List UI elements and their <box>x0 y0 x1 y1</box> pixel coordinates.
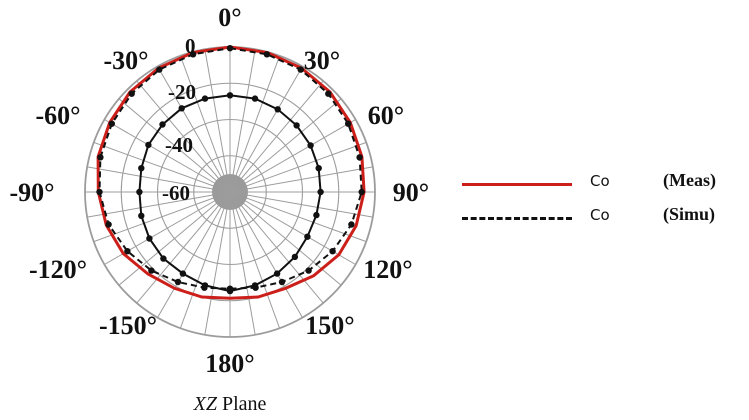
series-point-1 <box>358 188 365 196</box>
grid-ring <box>156 118 304 266</box>
series-point-1 <box>96 188 103 196</box>
series-point-1 <box>325 90 332 97</box>
legend-line-meas <box>462 183 572 186</box>
series-point-1 <box>156 66 163 73</box>
angle-tick-label: -90° <box>9 178 54 207</box>
series-point-2 <box>201 282 209 289</box>
series-point-1 <box>108 120 116 127</box>
polar-grid <box>84 46 376 338</box>
series-point-2 <box>179 270 187 277</box>
angle-tick-label: 60° <box>368 101 404 130</box>
series-point-1 <box>128 90 135 97</box>
plane-caption: XZ Plane <box>0 393 460 416</box>
series-point-1 <box>263 51 271 58</box>
series-point-2 <box>145 141 152 149</box>
angle-tick-label: -60° <box>35 101 80 130</box>
legend-mode-meas: Co <box>590 172 610 190</box>
series-point-2 <box>201 95 209 102</box>
angle-tick-label: 0° <box>218 3 241 32</box>
angle-tick-label: -150° <box>99 311 157 340</box>
series-point-1 <box>226 45 234 52</box>
series-point-1 <box>356 154 363 161</box>
series-point-2 <box>315 165 322 172</box>
series-layer <box>96 45 366 300</box>
radial-tick-label: -40 <box>165 133 193 157</box>
series-point-2 <box>226 287 234 295</box>
angle-tick-label: 90° <box>393 178 429 207</box>
series-point-1 <box>124 248 131 255</box>
legend-entry-simu: Co (Simu) <box>458 204 748 230</box>
series-point-1 <box>189 51 197 58</box>
series-point-2 <box>274 106 281 113</box>
angle-tick-label: 30° <box>304 46 340 75</box>
series-point-2 <box>251 282 259 289</box>
series-point-1 <box>329 248 336 255</box>
angle-tick-label: 180° <box>205 349 254 378</box>
radial-tick-label: 0 <box>185 34 196 58</box>
series-point-2 <box>136 188 143 196</box>
series-point-1 <box>348 221 355 228</box>
angle-tick-label: -120° <box>29 255 87 284</box>
tick-layer: 0° 30° 60° 90° 120° 150° 180° -150° -120° -90° -60… <box>9 3 429 378</box>
angle-tick-label: 150° <box>305 311 354 340</box>
legend: Co (Meas) Co (Simu) <box>458 160 748 240</box>
series-point-2 <box>160 255 167 262</box>
series-point-2 <box>273 270 281 277</box>
radial-tick-label: -60 <box>162 181 190 205</box>
legend-source-meas: (Meas) <box>663 170 716 190</box>
polar-chart: 0° 30° 60° 90° 120° 150° 180° -150° -120° -90° -60… <box>9 3 429 378</box>
series-point-2 <box>159 121 166 128</box>
series-point-1 <box>105 221 112 228</box>
legend-line-simu <box>462 217 572 220</box>
legend-mode-simu: Co <box>590 206 610 224</box>
series-point-2 <box>226 92 234 99</box>
grid-ring <box>193 155 267 229</box>
angle-tick-label: -30° <box>103 46 148 75</box>
legend-source-simu: (Simu) <box>663 204 716 224</box>
series-point-1 <box>278 278 286 286</box>
series-point-2 <box>138 165 145 172</box>
series-point-2 <box>293 122 300 129</box>
radial-tick-label: -20 <box>168 80 196 104</box>
series-point-1 <box>97 154 104 161</box>
grid-ring <box>120 82 340 302</box>
series-point-2 <box>178 105 185 112</box>
plane-caption-text: Plane <box>221 393 267 415</box>
series-point-1 <box>345 120 352 127</box>
plane-caption-italic: XZ <box>193 393 217 415</box>
series-point-1 <box>148 267 155 274</box>
series-point-2 <box>313 211 320 219</box>
series-point-2 <box>307 142 314 149</box>
series-point-2 <box>317 188 324 196</box>
series-point-2 <box>304 233 311 240</box>
series-point-2 <box>251 95 259 102</box>
series-point-1 <box>174 278 182 286</box>
series-point-2 <box>291 253 299 261</box>
series-point-2 <box>138 212 145 219</box>
series-point-1 <box>297 66 304 73</box>
series-point-2 <box>146 235 153 242</box>
legend-entry-meas: Co (Meas) <box>458 170 748 196</box>
series-point-1 <box>305 267 312 274</box>
angle-tick-label: 120° <box>363 255 412 284</box>
